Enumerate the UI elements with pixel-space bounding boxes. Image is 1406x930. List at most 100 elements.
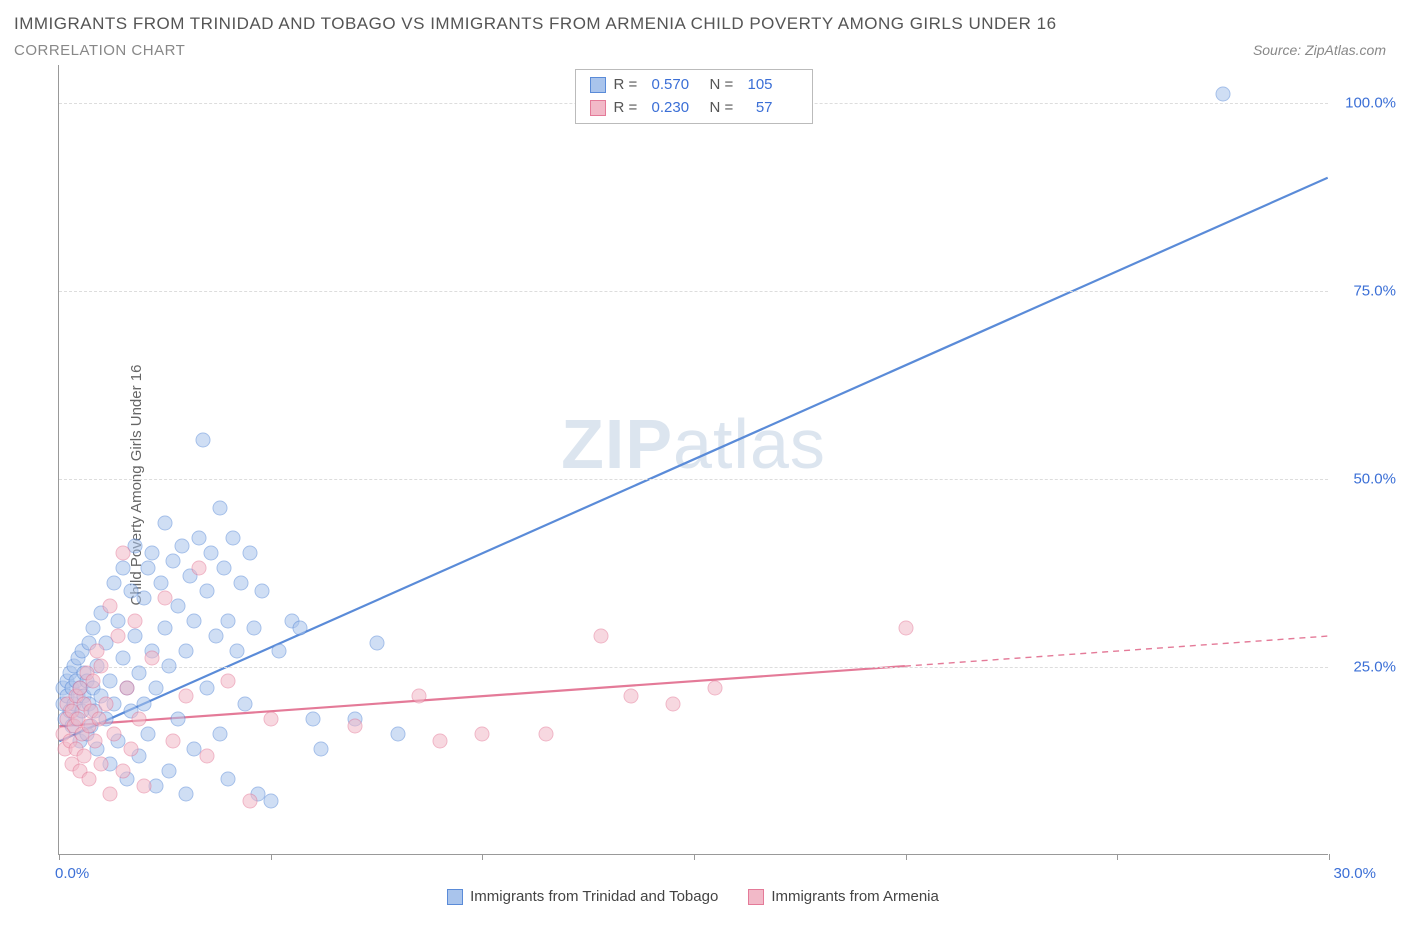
data-point	[115, 561, 130, 576]
data-point	[107, 726, 122, 741]
data-point	[94, 756, 109, 771]
data-point	[623, 689, 638, 704]
data-point	[174, 538, 189, 553]
data-point	[162, 764, 177, 779]
data-point	[132, 666, 147, 681]
gridline	[59, 291, 1328, 292]
x-tick	[1117, 854, 1118, 860]
data-point	[145, 651, 160, 666]
swatch-icon	[748, 889, 764, 905]
data-point	[170, 598, 185, 613]
data-point	[140, 726, 155, 741]
data-point	[166, 734, 181, 749]
data-point	[179, 786, 194, 801]
legend-row-1: R = 0.570 N = 105	[590, 74, 798, 97]
series-legend: Immigrants from Trinidad and Tobago Immi…	[58, 888, 1328, 905]
data-point	[94, 658, 109, 673]
chart-title: IMMIGRANTS FROM TRINIDAD AND TOBAGO VS I…	[14, 14, 1396, 34]
data-point	[204, 546, 219, 561]
data-point	[221, 613, 236, 628]
data-point	[293, 621, 308, 636]
data-point	[195, 433, 210, 448]
subtitle-row: CORRELATION CHART Source: ZipAtlas.com	[14, 42, 1386, 59]
x-tick	[694, 854, 695, 860]
r-value-2: 0.230	[652, 97, 702, 120]
data-point	[85, 673, 100, 688]
y-tick-label: 25.0%	[1336, 658, 1396, 675]
data-point	[102, 786, 117, 801]
chart-container: Child Poverty Among Girls Under 16 ZIPat…	[10, 65, 1396, 905]
data-point	[593, 628, 608, 643]
y-tick-label: 50.0%	[1336, 470, 1396, 487]
series-2-name: Immigrants from Armenia	[771, 888, 939, 905]
n-value-1: 105	[748, 74, 798, 97]
data-point	[166, 553, 181, 568]
legend-row-2: R = 0.230 N = 57	[590, 97, 798, 120]
data-point	[87, 734, 102, 749]
data-point	[149, 681, 164, 696]
data-point	[179, 643, 194, 658]
data-point	[187, 613, 202, 628]
data-point	[170, 711, 185, 726]
data-point	[898, 621, 913, 636]
series-1-name: Immigrants from Trinidad and Tobago	[470, 888, 718, 905]
data-point	[157, 591, 172, 606]
trend-lines	[59, 65, 1328, 854]
data-point	[115, 764, 130, 779]
data-point	[665, 696, 680, 711]
x-tick	[271, 854, 272, 860]
data-point	[538, 726, 553, 741]
data-point	[132, 711, 147, 726]
data-point	[221, 771, 236, 786]
chart-subtitle: CORRELATION CHART	[14, 42, 185, 59]
gridline	[59, 479, 1328, 480]
data-point	[115, 546, 130, 561]
data-point	[191, 561, 206, 576]
plot-area: ZIPatlas R = 0.570 N = 105 R = 0.230 N =…	[58, 65, 1328, 855]
legend-item-2: Immigrants from Armenia	[748, 888, 939, 905]
data-point	[234, 576, 249, 591]
data-point	[475, 726, 490, 741]
x-tick	[1329, 854, 1330, 860]
data-point	[200, 681, 215, 696]
data-point	[221, 673, 236, 688]
data-point	[81, 771, 96, 786]
data-point	[200, 749, 215, 764]
y-tick-label: 75.0%	[1336, 282, 1396, 299]
data-point	[306, 711, 321, 726]
data-point	[246, 621, 261, 636]
data-point	[255, 583, 270, 598]
data-point	[200, 583, 215, 598]
data-point	[136, 696, 151, 711]
data-point	[85, 621, 100, 636]
legend-item-1: Immigrants from Trinidad and Tobago	[447, 888, 718, 905]
data-point	[128, 628, 143, 643]
swatch-series-1	[590, 77, 606, 93]
data-point	[238, 696, 253, 711]
data-point	[115, 651, 130, 666]
data-point	[263, 794, 278, 809]
data-point	[119, 681, 134, 696]
data-point	[98, 696, 113, 711]
data-point	[212, 500, 227, 515]
n-value-2: 57	[748, 97, 798, 120]
data-point	[217, 561, 232, 576]
x-tick	[482, 854, 483, 860]
data-point	[263, 711, 278, 726]
data-point	[107, 576, 122, 591]
data-point	[348, 719, 363, 734]
x-max-label: 30.0%	[1333, 865, 1376, 882]
data-point	[157, 515, 172, 530]
watermark: ZIPatlas	[561, 404, 826, 484]
data-point	[272, 643, 287, 658]
data-point	[111, 613, 126, 628]
data-point	[1216, 87, 1231, 102]
data-point	[111, 628, 126, 643]
data-point	[123, 741, 138, 756]
data-point	[102, 673, 117, 688]
r-value-1: 0.570	[652, 74, 702, 97]
data-point	[128, 613, 143, 628]
data-point	[390, 726, 405, 741]
data-point	[102, 598, 117, 613]
swatch-icon	[447, 889, 463, 905]
